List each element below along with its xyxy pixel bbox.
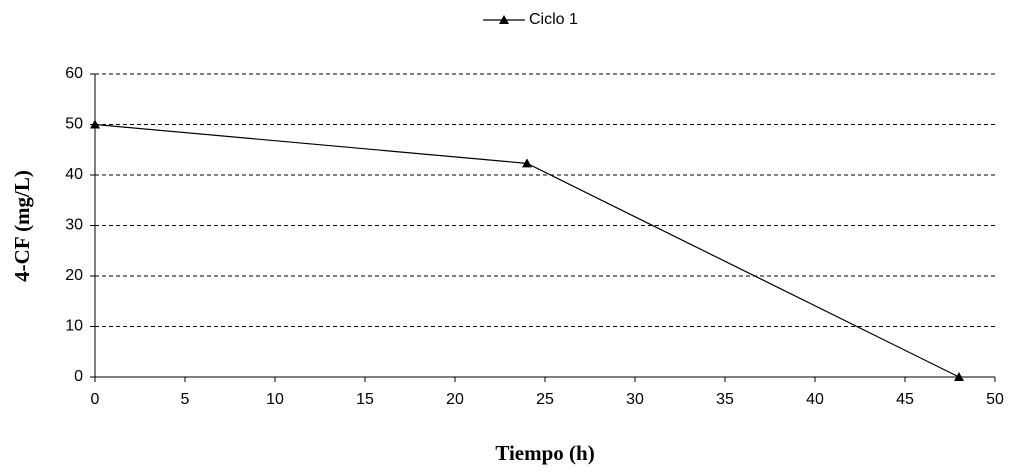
- y-tick-label: 50: [65, 116, 83, 133]
- x-tick-label: 30: [626, 391, 644, 408]
- x-tick-label: 0: [91, 391, 100, 408]
- y-tick-label: 20: [65, 267, 83, 284]
- x-tick-label: 5: [181, 391, 190, 408]
- x-tick-label: 45: [896, 391, 914, 408]
- x-tick-label: 40: [806, 391, 824, 408]
- point-marker: [954, 372, 964, 381]
- y-tick-label: 10: [65, 318, 83, 335]
- x-tick-label: 20: [446, 391, 464, 408]
- legend-marker: [499, 15, 509, 24]
- point-marker: [522, 158, 532, 168]
- y-tick-label: 0: [74, 368, 83, 385]
- y-tick-label: 40: [65, 166, 83, 183]
- legend-label: Ciclo 1: [529, 11, 578, 28]
- y-tick-label: 30: [65, 217, 83, 234]
- x-axis-title: Tiempo (h): [495, 441, 594, 465]
- x-tick-label: 50: [986, 391, 1004, 408]
- x-tick-label: 25: [536, 391, 554, 408]
- y-tick-label: 60: [65, 65, 83, 82]
- point-marker: [90, 119, 100, 129]
- x-tick-label: 35: [716, 391, 734, 408]
- x-tick-label: 15: [356, 391, 374, 408]
- x-tick-label: 10: [266, 391, 284, 408]
- y-axis-title: 4-CF (mg/L): [10, 170, 34, 282]
